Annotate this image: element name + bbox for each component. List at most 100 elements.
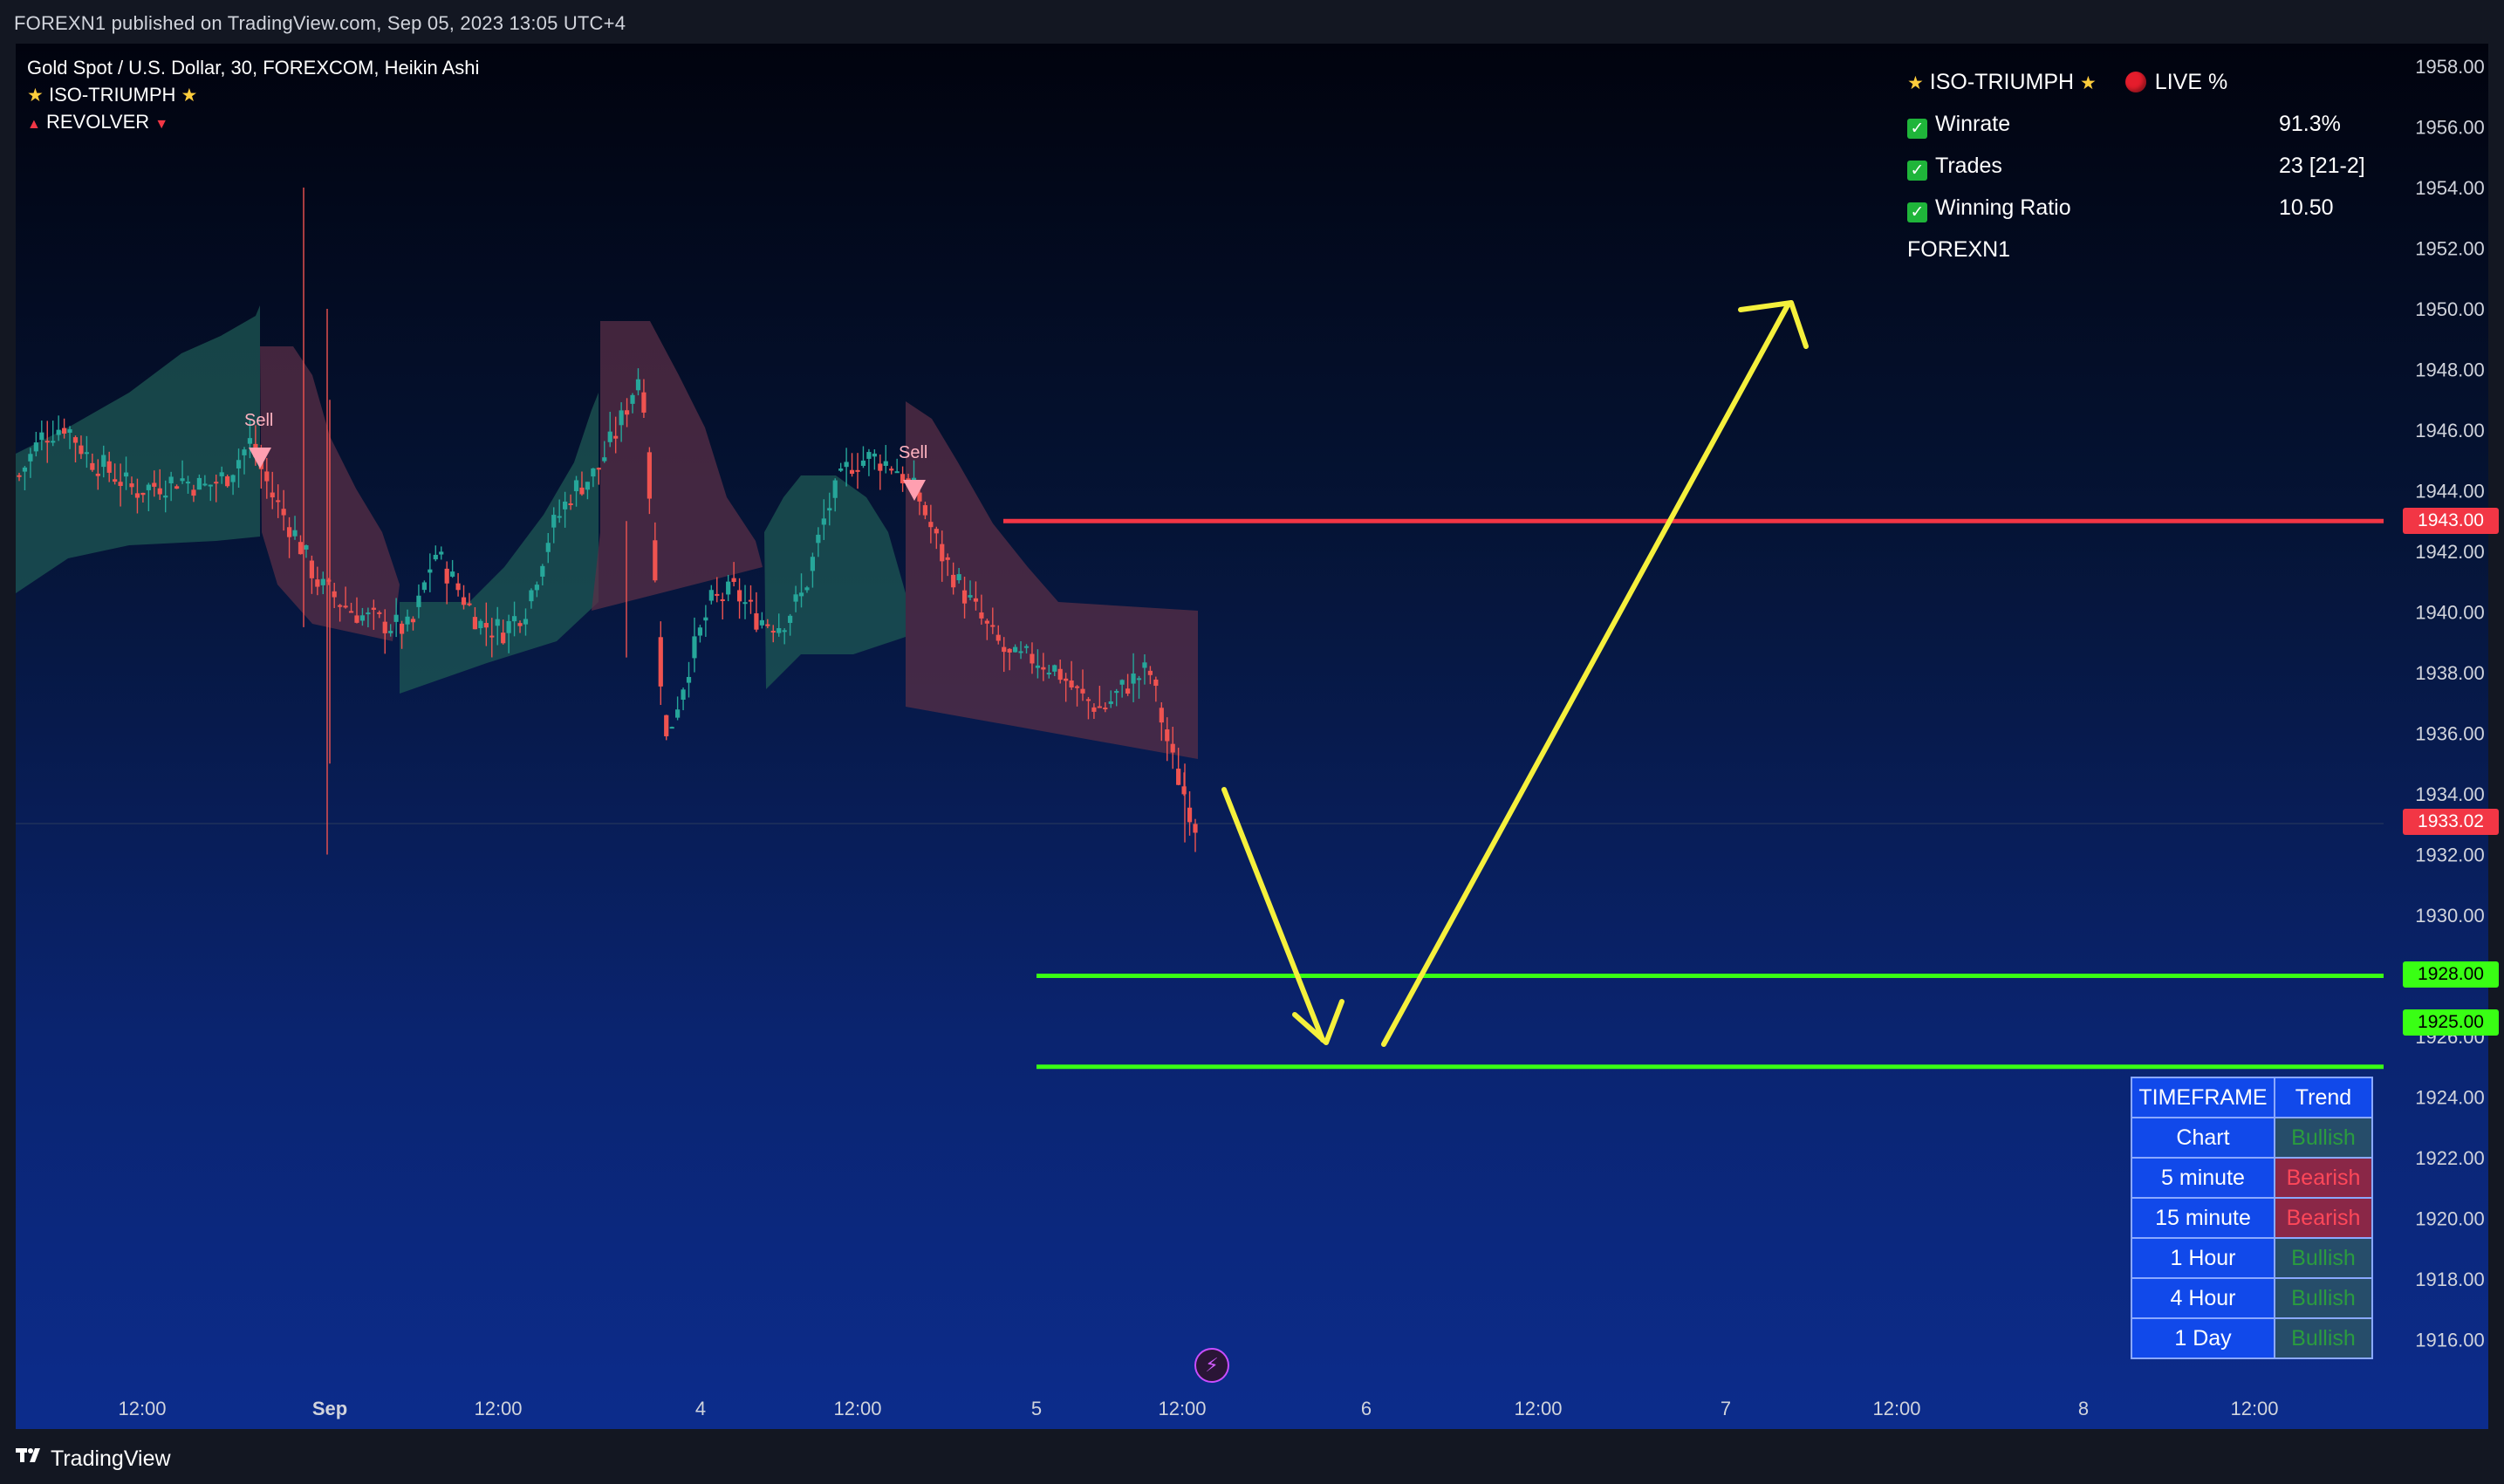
stats-row-winrate: ✓ Winrate 91.3%	[1907, 103, 2396, 145]
triangle-up-icon: ▲	[27, 117, 41, 132]
stats-title: ISO-TRIUMPH	[1929, 70, 2075, 94]
price-tick: 1950.00	[2415, 298, 2485, 320]
time-tick: 7	[1721, 1398, 1731, 1419]
publish-bar: FOREXN1 published on TradingView.com, Se…	[0, 0, 2504, 44]
indicator-iso-triumph[interactable]: ★ ISO-TRIUMPH ★	[27, 81, 479, 108]
price-tick: 1932.00	[2415, 845, 2485, 866]
tf-cell: 1 Day	[2131, 1317, 2275, 1359]
published-line: FOREXN1 published on TradingView.com, Se…	[14, 12, 626, 34]
sell-signals: Sell Sell	[244, 411, 927, 501]
star-icon: ★	[1907, 73, 1924, 93]
stats-author: FOREXN1	[1907, 237, 2011, 262]
price-tick: 1924.00	[2415, 1087, 2485, 1109]
time-tick: Sep	[312, 1398, 347, 1419]
stats-value: 23 [21-2]	[2279, 154, 2365, 178]
stats-label: Winning Ratio	[1935, 195, 2071, 220]
price-tick: 1916.00	[2415, 1330, 2485, 1351]
table-row: 4 Hour Bullish	[2131, 1277, 2373, 1319]
lightning-icon[interactable]: ⚡	[1194, 1348, 1229, 1383]
table-row: 5 minute Bearish	[2131, 1157, 2373, 1199]
stats-value: 10.50	[2279, 195, 2334, 220]
time-tick: 12:00	[2230, 1398, 2278, 1419]
stats-panel: ★ ISO-TRIUMPH ★ LIVE % ✓ Winrate 91.3% ✓ T…	[1907, 61, 2396, 270]
trend-cell: Bearish	[2274, 1157, 2373, 1199]
table-header: TIMEFRAME Trend	[2131, 1077, 2373, 1118]
chart-legend: Gold Spot / U.S. Dollar, 30, FOREXCOM, H…	[27, 54, 479, 135]
indicator-revolver[interactable]: ▲ REVOLVER ▼	[27, 108, 479, 135]
stats-row-winning-ratio: ✓ Winning Ratio 10.50	[1907, 187, 2396, 229]
table-row: 1 Hour Bullish	[2131, 1237, 2373, 1279]
price-tick: 1938.00	[2415, 662, 2485, 684]
price-tick: 1956.00	[2415, 117, 2485, 139]
price-tick: 1952.00	[2415, 238, 2485, 260]
check-icon: ✓	[1907, 119, 1927, 139]
price-tick: 1954.00	[2415, 177, 2485, 199]
tradingview-brand[interactable]: TradingView	[51, 1446, 171, 1471]
check-icon: ✓	[1907, 161, 1927, 181]
timeframe-table: TIMEFRAME Trend Chart Bullish 5 minute B…	[2131, 1077, 2373, 1359]
symbol-line[interactable]: Gold Spot / U.S. Dollar, 30, FOREXCOM, H…	[27, 57, 480, 79]
sell-signal-label: Sell	[244, 411, 273, 430]
trend-cell: Bullish	[2274, 1277, 2373, 1319]
time-tick: 12:00	[1514, 1398, 1562, 1419]
price-label-last: 1933.02	[2403, 809, 2499, 835]
header-trend: Trend	[2274, 1077, 2373, 1118]
price-tick: 1942.00	[2415, 541, 2485, 563]
time-tick: 5	[1031, 1398, 1042, 1419]
trend-cell: Bullish	[2274, 1117, 2373, 1159]
time-tick: 12:00	[474, 1398, 522, 1419]
price-tick: 1918.00	[2415, 1269, 2485, 1290]
star-icon: ★	[181, 85, 198, 106]
trend-cell: Bullish	[2274, 1317, 2373, 1359]
tf-cell: Chart	[2131, 1117, 2275, 1159]
sell-triangle-icon	[249, 448, 271, 468]
stats-row-trades: ✓ Trades 23 [21-2]	[1907, 145, 2396, 187]
price-tick: 1934.00	[2415, 783, 2485, 805]
price-tick: 1922.00	[2415, 1147, 2485, 1169]
footer: TradingView	[0, 1429, 2504, 1484]
price-tick: 1958.00	[2415, 56, 2485, 78]
indicator-2-name: REVOLVER	[45, 111, 150, 133]
time-tick: 12:00	[833, 1398, 881, 1419]
table-row: Chart Bullish	[2131, 1117, 2373, 1159]
price-tick: 1930.00	[2415, 905, 2485, 927]
tf-cell: 5 minute	[2131, 1157, 2275, 1199]
star-icon: ★	[27, 85, 44, 106]
tf-cell: 1 Hour	[2131, 1237, 2275, 1279]
table-row: 15 minute Bearish	[2131, 1197, 2373, 1239]
check-icon: ✓	[1907, 202, 1927, 222]
tradingview-logo-icon	[16, 1448, 40, 1462]
stats-label: Trades	[1935, 154, 2002, 178]
header-timeframe: TIMEFRAME	[2131, 1077, 2275, 1118]
level-lines	[16, 518, 2384, 1070]
trend-cell: Bearish	[2274, 1197, 2373, 1239]
time-tick: 12:00	[118, 1398, 166, 1419]
price-chart[interactable]: Sell Sell 1958.00 1956.00 1954.00 1952.00 195…	[16, 44, 2488, 1429]
tf-cell: 4 Hour	[2131, 1277, 2275, 1319]
stats-title-row: ★ ISO-TRIUMPH ★ LIVE %	[1907, 61, 2396, 103]
price-tick: 1936.00	[2415, 723, 2485, 745]
time-tick: 4	[695, 1398, 706, 1419]
stats-value: 91.3%	[2279, 112, 2341, 136]
sell-signal-label: Sell	[899, 443, 927, 462]
triangle-down-icon: ▼	[154, 117, 169, 132]
time-tick: 6	[1361, 1398, 1372, 1419]
live-label: LIVE %	[2154, 70, 2228, 94]
sell-triangle-icon	[903, 480, 926, 501]
price-label-1925: 1925.00	[2403, 1009, 2499, 1036]
star-icon: ★	[2080, 73, 2097, 93]
indicator-1-name: ISO-TRIUMPH	[48, 84, 176, 106]
price-tick: 1940.00	[2415, 602, 2485, 624]
time-tick: 12:00	[1872, 1398, 1920, 1419]
tf-cell: 15 minute	[2131, 1197, 2275, 1239]
table-row: 1 Day Bullish	[2131, 1317, 2373, 1359]
price-tick: 1948.00	[2415, 359, 2485, 381]
price-tick: 1944.00	[2415, 481, 2485, 503]
price-label-1928: 1928.00	[2403, 961, 2499, 988]
live-dot-icon	[2124, 72, 2146, 92]
chart-pane[interactable]: Sell Sell 1958.00 1956.00 1954.00 1952.00 195…	[16, 44, 2499, 1429]
price-tick: 1920.00	[2415, 1208, 2485, 1230]
time-tick: 8	[2078, 1398, 2089, 1419]
projection-arrows	[1221, 300, 1809, 1047]
candles	[17, 188, 1198, 855]
